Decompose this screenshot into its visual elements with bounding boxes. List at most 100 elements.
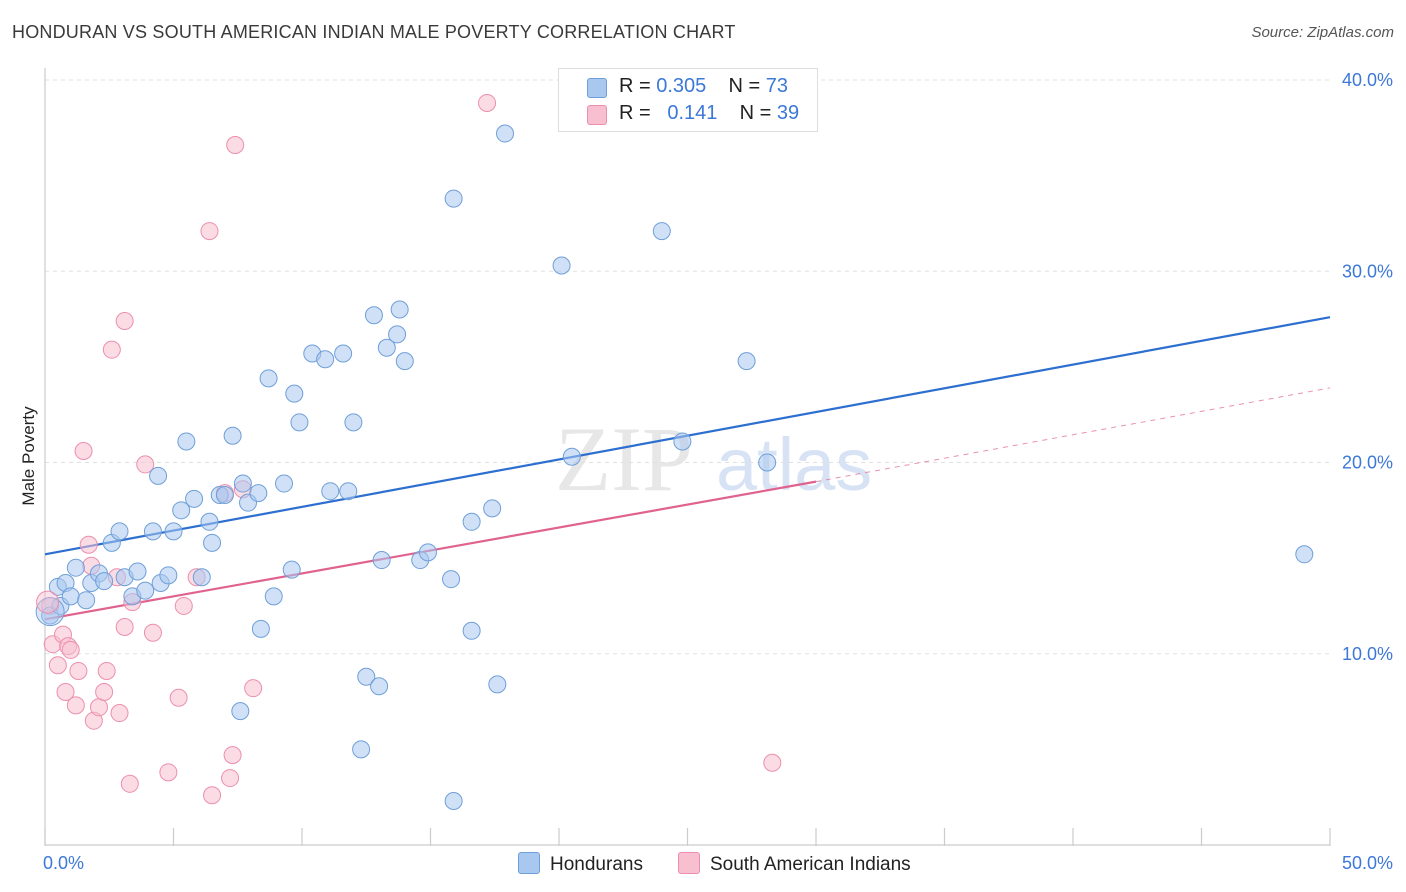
point-south-american-indians-cluster <box>36 590 60 614</box>
trend-line-south-american-indians-extension <box>815 387 1331 483</box>
point-hondurans <box>110 522 129 541</box>
correlation-legend: R = 0.305 N = 73 R = 0.141 N = 39 <box>558 68 818 132</box>
legend-label-south-american-indians: South American Indians <box>710 854 911 875</box>
point-south-american-indians <box>110 704 129 723</box>
axes <box>44 68 1331 846</box>
legend-item-south-american-indians: South American Indians <box>678 852 911 876</box>
point-hondurans <box>442 570 461 589</box>
legend-item-hondurans: Hondurans <box>518 852 643 876</box>
gridlines <box>45 79 1330 655</box>
point-south-american-indians <box>48 656 67 675</box>
point-south-american-indians <box>56 683 75 701</box>
point-south-american-indians <box>102 340 121 359</box>
point-south-american-indians <box>244 679 263 698</box>
y-tick-label: 30.0% <box>1342 261 1393 281</box>
point-hondurans <box>172 501 191 520</box>
point-south-american-indians <box>200 222 219 241</box>
point-hondurans <box>370 677 389 696</box>
point-hondurans <box>390 300 409 319</box>
point-hondurans-cluster <box>35 597 65 627</box>
point-hondurans <box>164 522 183 541</box>
point-south-american-indians <box>159 763 178 782</box>
point-hondurans <box>652 222 671 241</box>
point-hondurans <box>249 484 268 503</box>
point-hondurans <box>285 384 304 403</box>
legend-swatch-south-american-indians <box>678 852 700 874</box>
point-hondurans <box>159 566 178 585</box>
point-south-american-indians <box>69 661 88 680</box>
legend-swatch-pink <box>587 105 607 125</box>
point-hondurans <box>488 675 507 694</box>
point-south-american-indians <box>120 774 139 793</box>
point-hondurans <box>223 426 242 445</box>
point-south-american-indians <box>203 786 222 805</box>
point-hondurans <box>344 413 363 432</box>
y-tick-label: 40.0% <box>1342 70 1393 90</box>
source-label: Source: ZipAtlas.com <box>1251 24 1394 41</box>
point-south-american-indians <box>226 136 245 155</box>
point-south-american-indians <box>115 311 134 330</box>
point-hondurans <box>192 568 211 587</box>
point-hondurans <box>357 667 376 686</box>
point-south-american-indians <box>174 596 193 615</box>
point-south-american-indians <box>95 683 114 701</box>
point-south-american-indians <box>223 746 242 765</box>
legend-n-label: N = <box>739 102 772 124</box>
legend-label-hondurans: Hondurans <box>550 854 643 875</box>
point-hondurans <box>251 619 270 638</box>
tick-labels: 10.0% 20.0% 30.0% 40.0% 0.0% 50.0% <box>43 70 1393 873</box>
point-hondurans <box>444 189 463 208</box>
y-tick-label: 10.0% <box>1342 644 1393 664</box>
point-hondurans <box>149 466 168 485</box>
legend-n-value: 39 <box>776 102 800 124</box>
point-south-american-indians <box>79 535 98 554</box>
y-axis-title: Male Poverty <box>19 406 38 506</box>
point-hondurans <box>321 482 340 501</box>
point-hondurans <box>496 124 515 143</box>
legend-swatch-blue <box>587 78 607 98</box>
x-tick-label-end: 50.0% <box>1342 853 1393 873</box>
point-hondurans <box>136 581 155 600</box>
legend-r-value: 0.305 <box>656 75 707 97</box>
point-hondurans <box>562 447 581 466</box>
point-south-american-indians <box>221 769 240 788</box>
point-south-american-indians <box>115 617 134 636</box>
point-hondurans <box>316 350 335 369</box>
point-hondurans <box>95 572 114 591</box>
point-south-american-indians <box>136 455 155 474</box>
chart-title: HONDURAN VS SOUTH AMERICAN INDIAN MALE P… <box>12 22 736 42</box>
point-hondurans <box>264 587 283 606</box>
data-points <box>35 93 1314 811</box>
point-hondurans <box>1295 545 1314 564</box>
point-hondurans <box>177 432 196 451</box>
point-hondurans <box>388 325 407 344</box>
legend-n-label: N = <box>728 75 761 97</box>
y-tick-label: 20.0% <box>1342 453 1393 473</box>
point-hondurans <box>231 702 250 721</box>
point-hondurans <box>377 338 396 357</box>
point-hondurans <box>61 587 80 606</box>
point-hondurans <box>372 551 391 570</box>
point-hondurans <box>462 621 481 640</box>
point-hondurans <box>66 558 85 577</box>
point-hondurans <box>143 522 162 541</box>
watermark: ZIP atlas <box>555 408 872 510</box>
point-hondurans <box>418 543 437 562</box>
point-hondurans <box>483 499 502 518</box>
point-south-american-indians <box>61 640 80 659</box>
point-hondurans <box>395 352 414 371</box>
point-hondurans <box>275 474 294 493</box>
legend-swatch-hondurans <box>518 852 540 874</box>
point-hondurans <box>444 792 463 811</box>
point-hondurans <box>352 740 371 759</box>
point-hondurans <box>462 512 481 531</box>
watermark-atlas: atlas <box>716 423 872 506</box>
point-hondurans <box>233 474 252 493</box>
point-south-american-indians <box>763 753 782 772</box>
point-south-american-indians <box>66 696 85 715</box>
point-hondurans <box>259 369 278 388</box>
point-south-american-indians <box>143 623 162 642</box>
legend-n-value: 73 <box>765 75 789 97</box>
point-hondurans <box>215 486 234 505</box>
